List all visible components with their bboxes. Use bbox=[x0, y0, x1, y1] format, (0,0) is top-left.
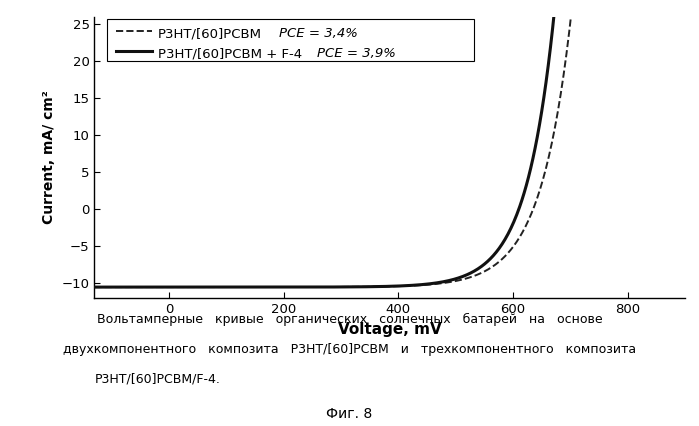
Text: двухкомпонентного   композита   P3HT/[60]PCBM   и   трехкомпонентного   композит: двухкомпонентного композита P3HT/[60]PCB… bbox=[63, 343, 636, 356]
Text: P3HT/[60]PCBM + F-4: P3HT/[60]PCBM + F-4 bbox=[157, 47, 302, 60]
Bar bbox=[108, 19, 473, 60]
Text: PCE = 3,4%: PCE = 3,4% bbox=[279, 27, 357, 40]
Text: PCE = 3,9%: PCE = 3,9% bbox=[317, 47, 396, 60]
Y-axis label: Current, mA/ cm²: Current, mA/ cm² bbox=[42, 91, 56, 225]
X-axis label: Voltage, mV: Voltage, mV bbox=[338, 322, 442, 337]
Text: P3HT/[60]PCBM: P3HT/[60]PCBM bbox=[157, 27, 261, 40]
Text: P3HT/[60]PCBM/F-4.: P3HT/[60]PCBM/F-4. bbox=[94, 373, 220, 386]
Text: Вольтамперные   кривые   органических   солнечных   батарей   на   основе: Вольтамперные кривые органических солнеч… bbox=[96, 313, 603, 326]
Text: Фиг. 8: Фиг. 8 bbox=[326, 407, 373, 421]
